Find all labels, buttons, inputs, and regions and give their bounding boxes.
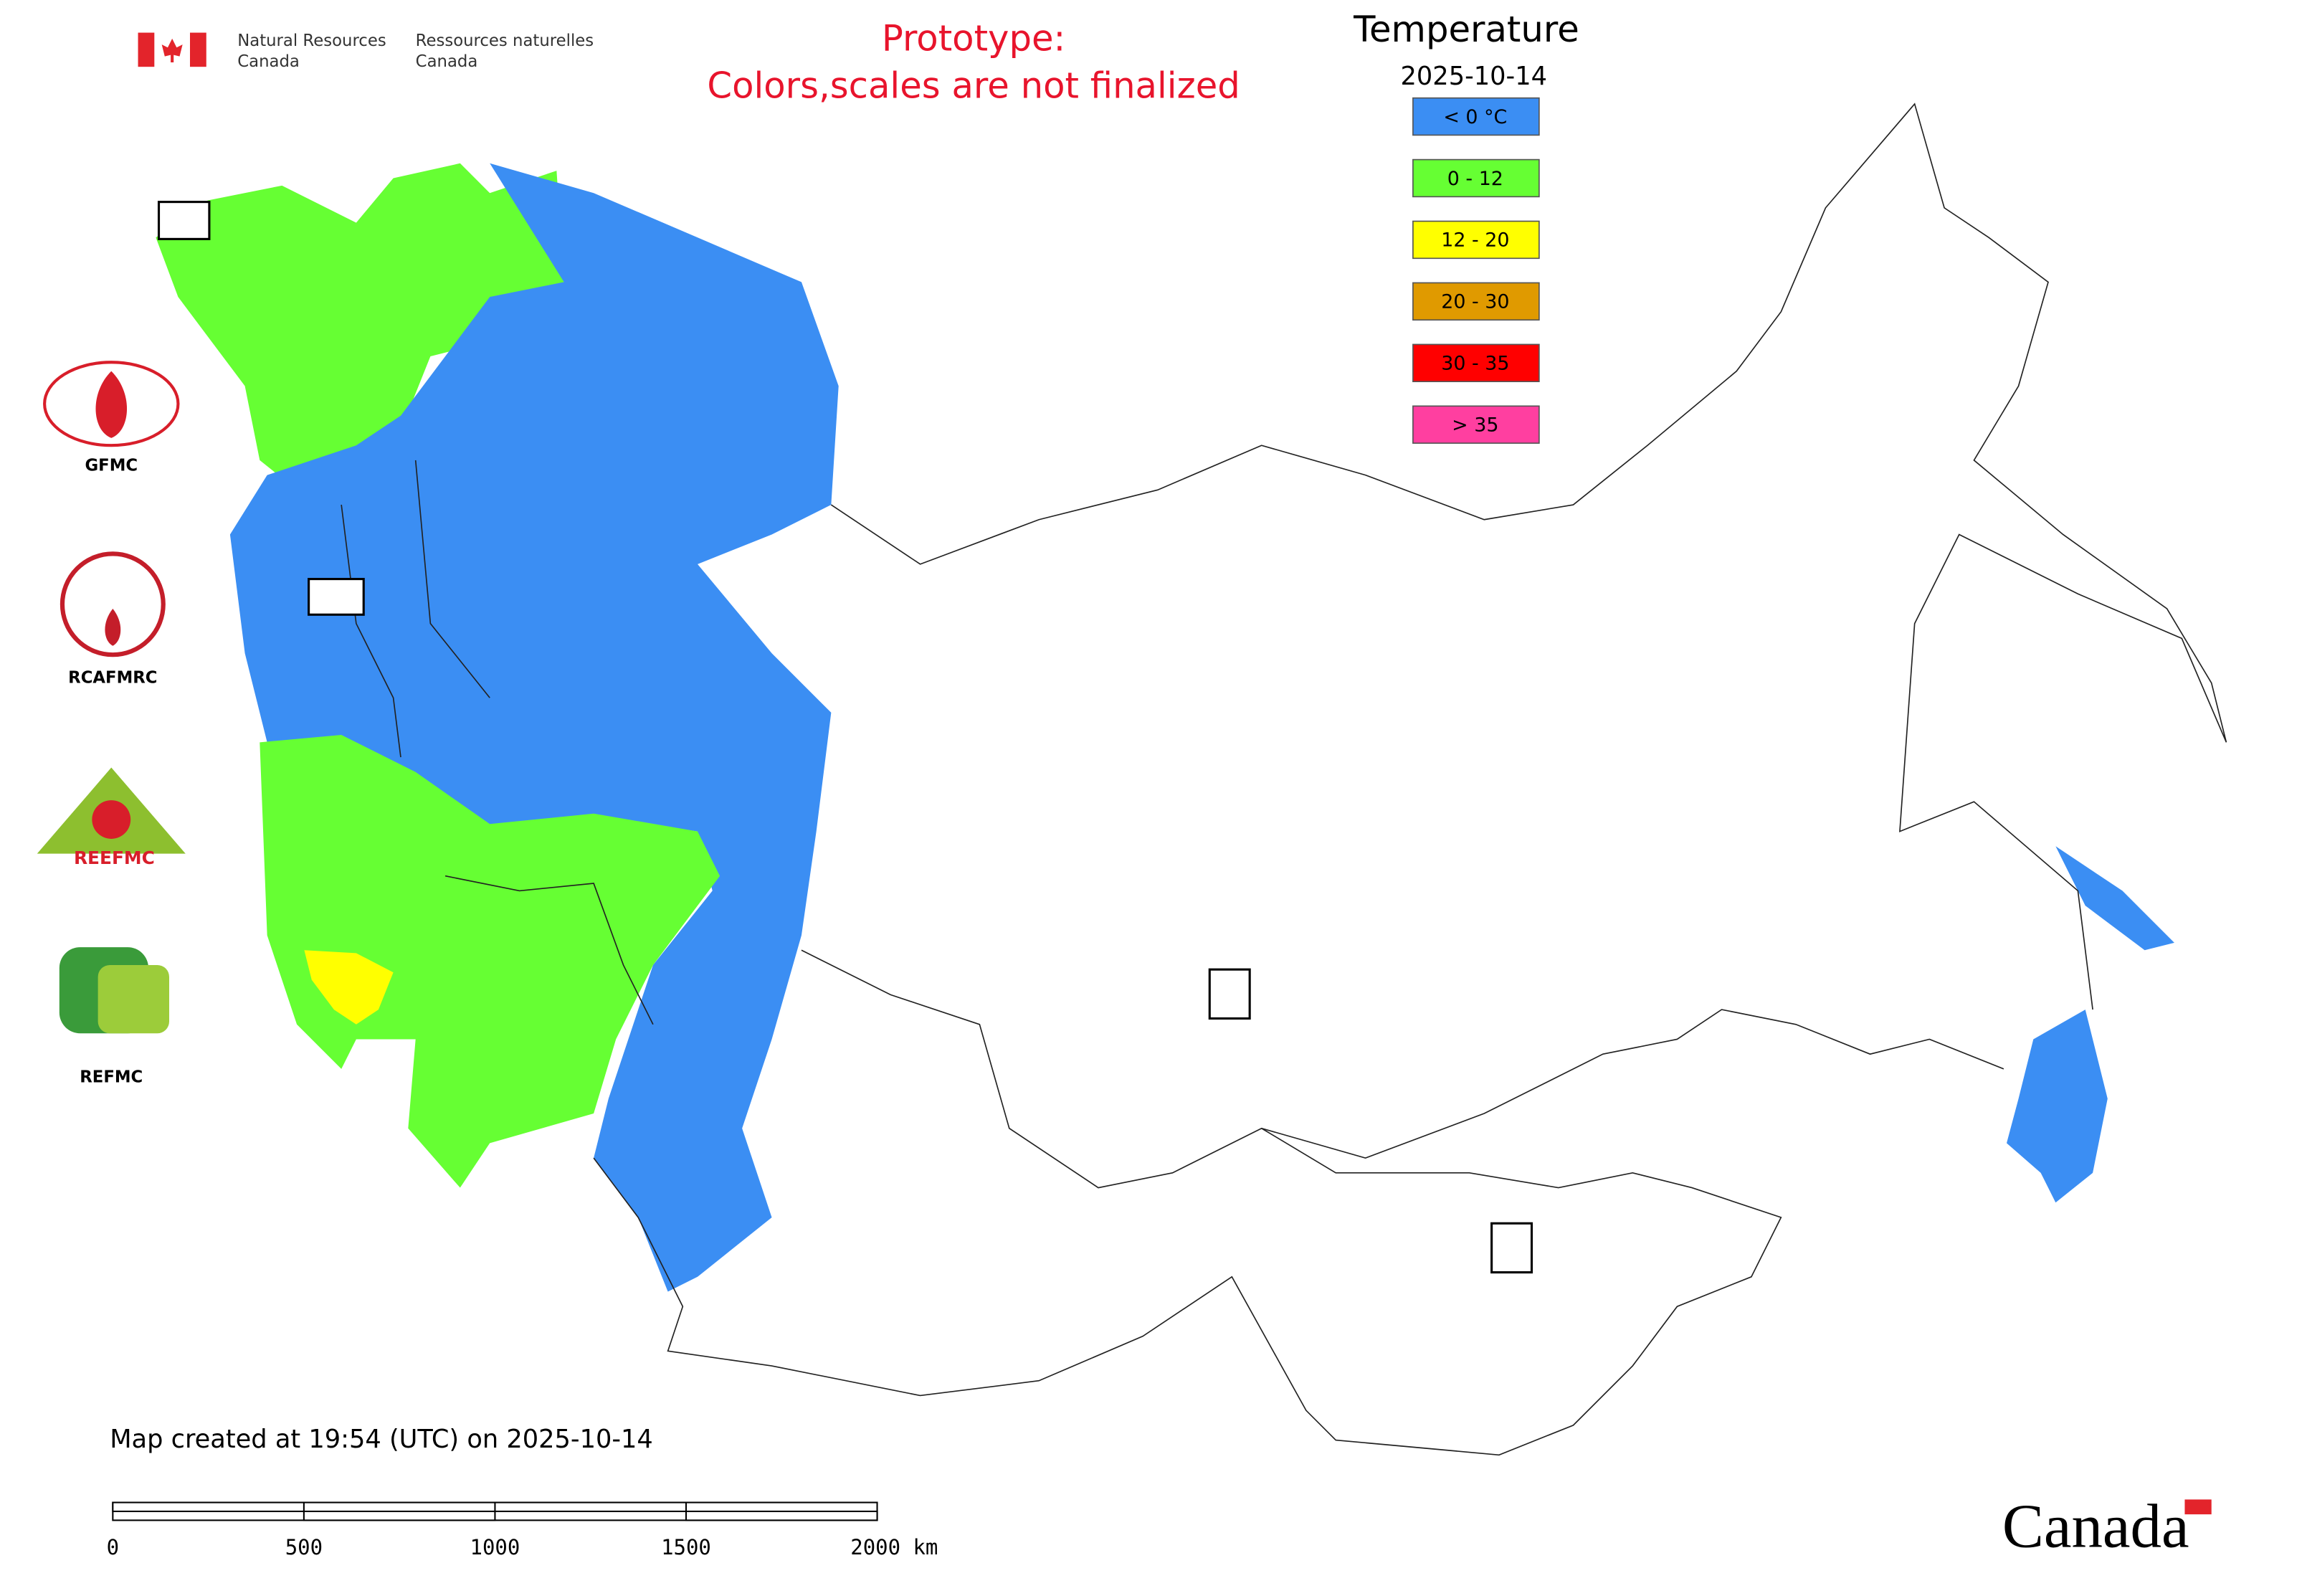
logo-label: REFMC: [80, 1068, 143, 1087]
legend-swatch: [1412, 405, 1540, 444]
scale-segment: [303, 1510, 496, 1521]
org-fr: Canada: [416, 52, 478, 71]
logo-label: RCAFMRC: [68, 669, 157, 688]
created-note: Map created at 19:54 (UTC) on 2025-10-14: [110, 1425, 653, 1454]
scale-label: 0: [107, 1535, 119, 1559]
legend-label: 0 - 12: [1447, 168, 1503, 190]
refmc-marker: [1208, 968, 1251, 1020]
wordmark-flag: [2184, 1499, 2212, 1515]
org-en: Natural Resources: [237, 32, 386, 50]
legend-swatch: [1412, 97, 1540, 136]
notice: Prototype:: [882, 17, 1065, 59]
map: [156, 103, 2227, 1456]
temperature-area: [2007, 1010, 2108, 1203]
legend-label: 12 - 20: [1441, 229, 1509, 252]
rcafmrc-logo: [60, 551, 166, 657]
logo-label: GFMC: [85, 456, 138, 475]
scale-segment: [112, 1501, 305, 1513]
temperature-area: [229, 163, 839, 1292]
scale-segment: [494, 1501, 688, 1513]
gfmc-marker: [157, 201, 211, 240]
scale-segment: [685, 1510, 878, 1521]
scale-bar: 0 500 1000 1500 2000 km: [107, 1501, 938, 1559]
rcafmrc-marker: [1490, 1222, 1533, 1274]
legend-swatch: [1412, 343, 1540, 382]
canada-flag: [138, 32, 206, 67]
gfmc-logo: [43, 361, 180, 447]
legend-swatch: [1412, 158, 1540, 198]
logo-text: REEFMC: [74, 847, 155, 868]
temperature-area: [2055, 846, 2174, 951]
scale-label: 1500: [661, 1535, 711, 1559]
org-en: Canada: [237, 52, 300, 71]
refmc-logo: [59, 947, 170, 1034]
temperature-area: [304, 950, 394, 1025]
legend-label: > 35: [1452, 414, 1498, 437]
legend: < 0 °C 0 - 12 12 - 20 20 - 30 30 - 35 > 35: [1412, 97, 1540, 444]
reefmc-logo: [37, 767, 186, 854]
legend-label: 20 - 30: [1441, 291, 1509, 313]
temperature-area: [156, 163, 564, 490]
legend-label: < 0 °C: [1443, 106, 1507, 128]
scale-label: 500: [285, 1535, 323, 1559]
legend-swatch: [1412, 282, 1540, 321]
legend-label: 30 - 35: [1441, 353, 1509, 375]
canada-wordmark: Canada: [2002, 1492, 2189, 1561]
temperature-area: [260, 734, 720, 1188]
legend-date: 2025-10-14: [1401, 62, 1547, 91]
scale-label: 1000: [470, 1535, 520, 1559]
reefmc-marker: [308, 578, 365, 616]
legend-swatch: [1412, 220, 1540, 260]
notice: Colors,scales are not finalized: [707, 65, 1240, 107]
org-fr: Ressources naturelles: [416, 32, 594, 50]
scale-label: 2000 km: [850, 1535, 938, 1559]
legend-title: Temperature: [1353, 9, 1579, 50]
